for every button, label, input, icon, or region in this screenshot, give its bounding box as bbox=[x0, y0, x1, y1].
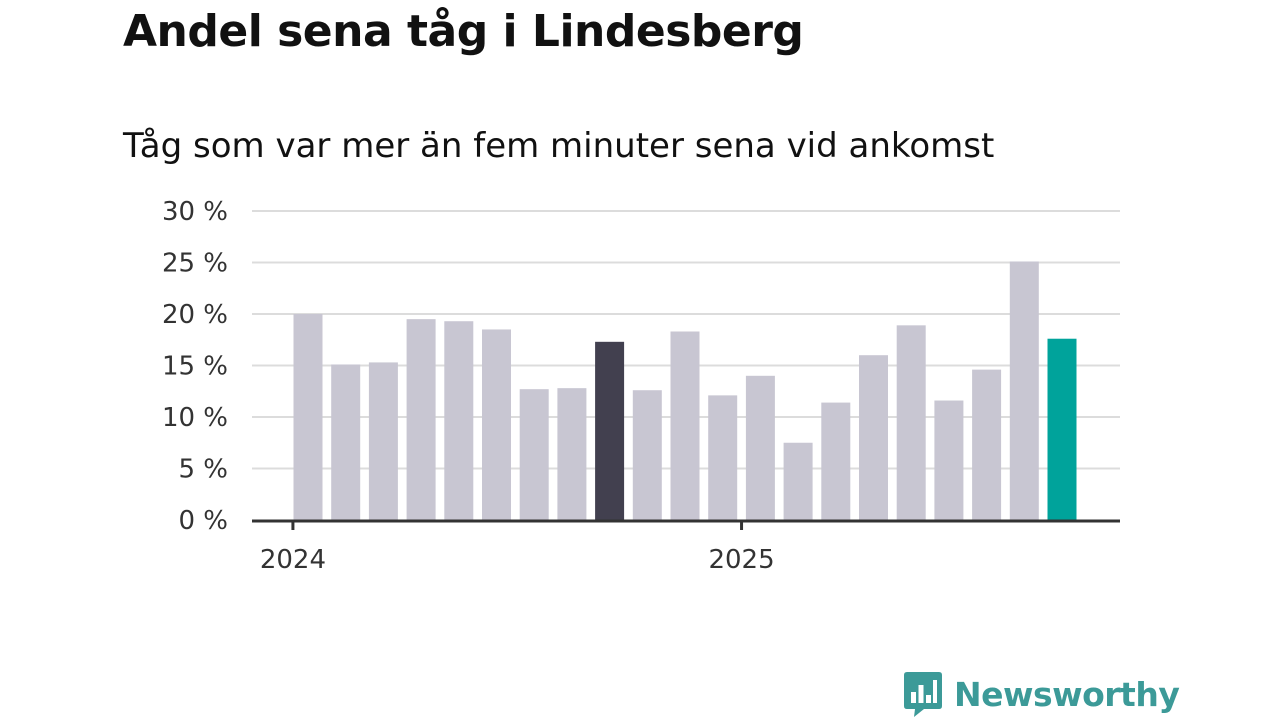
bar-chart: 0 % 5 % 10 % 15 % 20 % 25 % 30 % 2024 2025 bbox=[162, 197, 1120, 575]
bar bbox=[519, 389, 549, 520]
y-tick-label: 25 % bbox=[162, 249, 228, 279]
chart-title: Andel sena tåg i Lindesberg bbox=[123, 6, 804, 57]
bar bbox=[1009, 261, 1039, 520]
chart-subtitle: Tåg som var mer än fem minuter sena vid … bbox=[123, 126, 995, 166]
bar bbox=[406, 319, 436, 520]
bar bbox=[331, 364, 361, 520]
y-tick-label: 0 % bbox=[178, 506, 228, 536]
bar bbox=[1047, 338, 1077, 520]
bar bbox=[783, 442, 813, 520]
bar bbox=[972, 369, 1002, 520]
y-tick-label: 15 % bbox=[162, 352, 228, 382]
y-tick-label: 30 % bbox=[162, 197, 228, 227]
brand-logo: Newsworthy bbox=[902, 670, 1180, 718]
y-tick-label: 20 % bbox=[162, 300, 228, 330]
bar bbox=[632, 390, 662, 520]
bar bbox=[745, 375, 775, 520]
bar bbox=[557, 388, 587, 520]
bar bbox=[934, 400, 964, 520]
y-tick-label: 5 % bbox=[178, 455, 228, 485]
bar-chart-speech-bubble-icon bbox=[904, 672, 942, 717]
bar bbox=[708, 395, 738, 520]
y-tick-label: 10 % bbox=[162, 403, 228, 433]
bar bbox=[293, 314, 323, 520]
bar bbox=[859, 355, 888, 520]
bar bbox=[821, 402, 851, 520]
bar bbox=[482, 329, 511, 520]
x-tick-label: 2024 bbox=[260, 545, 326, 575]
brand-name: Newsworthy bbox=[954, 674, 1180, 714]
x-tick-label: 2025 bbox=[708, 545, 774, 575]
bars bbox=[293, 261, 1077, 520]
x-axis: 2024 2025 bbox=[252, 519, 1120, 575]
bar bbox=[896, 325, 926, 520]
bar bbox=[368, 362, 398, 520]
y-axis-labels: 0 % 5 % 10 % 15 % 20 % 25 % 30 % bbox=[162, 197, 228, 536]
bar bbox=[595, 341, 625, 520]
bar bbox=[670, 331, 700, 520]
bar bbox=[444, 321, 474, 520]
